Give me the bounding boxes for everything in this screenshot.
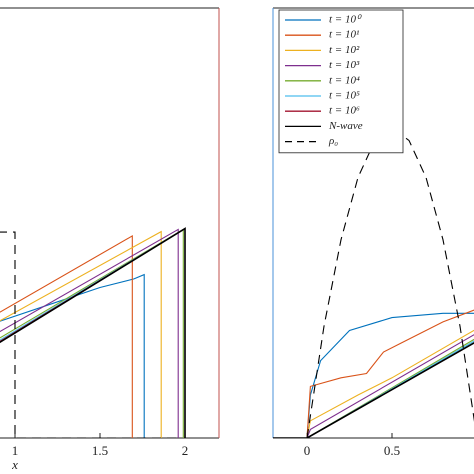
- x-tick-label: 1.5: [92, 443, 108, 458]
- series-line: [0, 230, 162, 438]
- legend-label: t = 10⁰: [329, 14, 362, 26]
- plot-area: [273, 127, 474, 438]
- series-line: [0, 273, 145, 438]
- series-line: [306, 127, 474, 438]
- legend-label: ρ₀: [328, 135, 338, 147]
- x-axis-label: x: [11, 457, 18, 472]
- legend-label: t = 10⁶: [329, 105, 360, 117]
- series-line: [273, 342, 474, 438]
- legend: t = 10⁰ t = 10¹ t = 10² t = 10³ t = 10⁴ t = 1…: [278, 9, 404, 154]
- legend-label: N-wave: [328, 120, 363, 132]
- x-tick-label: 2: [182, 443, 189, 458]
- legend-label: t = 10⁵: [329, 90, 360, 102]
- series-line: [273, 329, 474, 438]
- legend-label: t = 10²: [329, 44, 360, 56]
- series-line: [0, 231, 180, 438]
- series-line: [273, 309, 474, 438]
- series-line: [273, 338, 474, 438]
- series-line: [273, 342, 474, 438]
- series-line: [0, 227, 186, 438]
- x-tick-label: 1: [12, 443, 19, 458]
- series-line: [273, 334, 474, 438]
- plot-area: [0, 227, 186, 438]
- series-line: [0, 234, 133, 438]
- x-tick-label: 0.5: [384, 443, 400, 458]
- legend-label: t = 10¹: [329, 29, 359, 41]
- series-line: [0, 227, 186, 438]
- legend-label: t = 10⁴: [329, 74, 360, 86]
- x-tick-label: 0: [304, 443, 311, 458]
- series-line: [0, 228, 184, 438]
- series-line: [0, 228, 179, 438]
- series-line: [273, 340, 474, 438]
- series-line: [273, 312, 474, 438]
- series-line: [0, 227, 186, 438]
- legend-label: t = 10³: [329, 59, 360, 71]
